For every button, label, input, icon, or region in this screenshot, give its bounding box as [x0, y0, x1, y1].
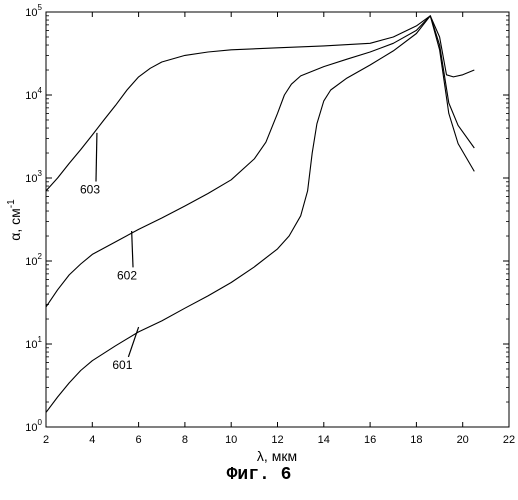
series-label-602: 602 [117, 268, 137, 282]
x-tick-label: 18 [410, 434, 422, 446]
y-axis-label: α, см-1 [6, 199, 23, 241]
y-tick-label: 102 [25, 252, 42, 268]
x-tick-label: 6 [136, 434, 142, 446]
svg-text:α, см-1: α, см-1 [6, 199, 23, 241]
series-label-603: 603 [80, 183, 100, 197]
x-tick-label: 8 [182, 434, 188, 446]
series-line-602 [46, 16, 474, 307]
y-tick-label: 104 [25, 86, 42, 102]
x-tick-label: 12 [271, 434, 283, 446]
series-line-603 [46, 16, 474, 191]
x-tick-label: 22 [503, 434, 515, 446]
x-tick-label: 4 [89, 434, 95, 446]
y-tick-label: 105 [25, 3, 42, 19]
series-leader-603 [96, 133, 97, 182]
series-layer: 603 602 601 [46, 16, 474, 413]
series-line-601 [46, 16, 474, 413]
y-axis-label-exp: -1 [6, 199, 17, 208]
y-tick-label: 103 [25, 169, 42, 185]
x-tick-label: 2 [43, 434, 49, 446]
x-tick-label: 16 [364, 434, 376, 446]
figure-caption: Фиг. 6 [0, 465, 518, 485]
series-leader-602 [132, 231, 133, 267]
y-tick-label: 100 [25, 418, 42, 434]
x-axis-label: λ, мкм [257, 448, 297, 464]
x-tick-label: 10 [225, 434, 237, 446]
y-tick-label: 101 [25, 335, 42, 351]
y-axis-ticks: 100 101 102 103 104 105 [25, 3, 509, 434]
series-label-601: 601 [112, 358, 132, 372]
x-tick-label: 20 [457, 434, 469, 446]
y-axis-label-base: α, см [7, 208, 23, 241]
series-leader-601 [128, 327, 138, 357]
x-tick-label: 14 [318, 434, 330, 446]
